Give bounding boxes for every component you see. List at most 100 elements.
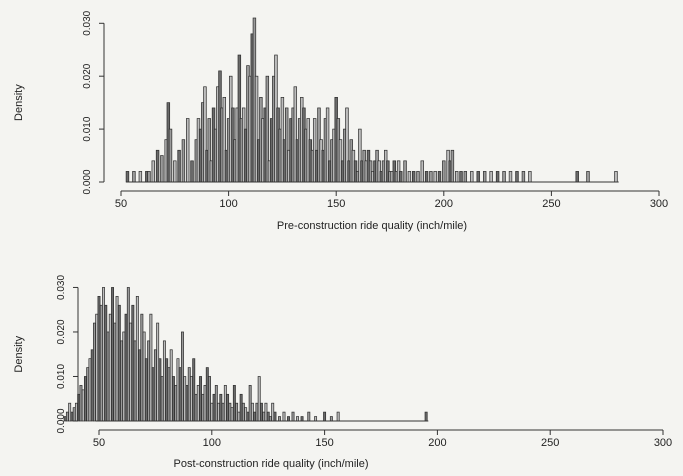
histogram-bar xyxy=(174,385,178,422)
histogram-bar xyxy=(97,296,101,422)
histogram-bar xyxy=(586,171,590,183)
histogram-bar xyxy=(221,402,225,422)
histogram-bar xyxy=(296,416,299,422)
histogram-bars xyxy=(63,287,428,422)
histogram-bar xyxy=(84,376,87,422)
histogram-bar xyxy=(106,331,110,422)
histogram-bar xyxy=(126,287,130,422)
y-tick-label: 0.020 xyxy=(56,319,67,344)
histogram-bar xyxy=(99,304,103,422)
histogram-bar xyxy=(239,393,243,422)
histogram-bar xyxy=(169,349,173,422)
histogram-bar xyxy=(131,304,135,422)
histogram-bar xyxy=(287,416,290,422)
histogram-bar xyxy=(228,402,232,422)
histogram-bar xyxy=(124,313,128,422)
histogram-bar xyxy=(336,411,340,422)
histogram-bar xyxy=(102,287,105,422)
histogram-bar xyxy=(291,411,295,422)
histogram-bar xyxy=(226,393,230,422)
histogram-bar xyxy=(201,393,205,422)
histogram-bar xyxy=(178,367,182,422)
histogram-bar xyxy=(162,340,166,422)
histogram-bar xyxy=(212,393,216,422)
histogram-bar xyxy=(86,367,90,422)
y-tick-label: 0.030 xyxy=(56,275,67,300)
histogram-bar xyxy=(433,171,437,183)
y-axis-title: Density xyxy=(13,335,25,372)
x-tick-label: 300 xyxy=(654,437,672,449)
histogram-bar xyxy=(528,171,532,183)
histogram-bar xyxy=(172,376,175,422)
histogram-bar xyxy=(187,367,191,422)
histogram-bar xyxy=(88,358,92,422)
histogram-bar xyxy=(300,416,304,422)
x-tick-label: 150 xyxy=(315,437,333,449)
histogram-bar xyxy=(244,407,248,422)
x-tick-label: 250 xyxy=(542,198,560,210)
histogram-bar xyxy=(208,376,211,422)
x-tick-label: 150 xyxy=(327,198,345,210)
histogram-bar xyxy=(151,160,155,183)
x-tick-label: 200 xyxy=(435,198,453,210)
histogram-bar xyxy=(214,385,218,422)
histogram-bar xyxy=(237,411,241,422)
histogram-bar xyxy=(168,128,173,183)
histogram-bar xyxy=(262,411,266,422)
histogram-bar xyxy=(160,155,164,183)
histogram-bar xyxy=(495,171,500,183)
histogram-bar xyxy=(314,416,318,422)
histogram-bar xyxy=(167,367,171,422)
histogram-bar xyxy=(323,411,327,422)
histogram-bar xyxy=(153,349,157,422)
histogram-bar xyxy=(125,171,130,183)
histogram-bar xyxy=(329,416,333,422)
histogram-bar xyxy=(230,407,234,422)
x-tick-label: 100 xyxy=(203,437,221,449)
y-tick-label: 0.000 xyxy=(56,408,67,433)
histogram-bar xyxy=(185,385,189,422)
histogram-bar xyxy=(463,171,468,183)
histogram-bar xyxy=(199,376,202,422)
histogram-bar xyxy=(68,402,72,422)
histogram-bar xyxy=(158,358,162,422)
histogram-bar xyxy=(95,313,99,422)
histogram-bar xyxy=(142,331,146,422)
histogram-bar xyxy=(70,411,74,422)
histogram-bar xyxy=(429,171,433,183)
histogram-bar xyxy=(132,171,136,183)
histogram-bar xyxy=(93,322,96,422)
histogram-bar xyxy=(264,402,268,422)
histogram-bar xyxy=(81,389,85,422)
histogram-bar xyxy=(155,149,160,183)
histogram-bar xyxy=(403,160,407,183)
histogram-bar xyxy=(407,171,412,183)
histogram-bar xyxy=(470,171,474,183)
x-tick-label: 300 xyxy=(650,198,668,210)
histogram-bar xyxy=(235,402,239,422)
histogram-bar xyxy=(210,402,214,422)
histogram-bar xyxy=(248,385,252,422)
histogram-bar xyxy=(269,416,272,422)
histogram-bar xyxy=(190,376,193,422)
histogram-bar xyxy=(455,171,459,183)
histogram-bar xyxy=(508,171,513,183)
histogram-bar xyxy=(459,171,463,183)
histogram-bar xyxy=(575,171,579,183)
histogram-bar xyxy=(149,313,153,422)
histogram-bar xyxy=(257,376,261,422)
histogram-bar xyxy=(278,416,281,422)
histogram-bar xyxy=(113,322,117,422)
y-tick-label: 0.010 xyxy=(56,364,67,389)
histogram-bar xyxy=(420,160,424,183)
histogram-bar xyxy=(614,171,618,183)
histogram-bar xyxy=(151,367,155,422)
histogram-bar xyxy=(135,296,139,422)
histogram-bar xyxy=(219,393,223,422)
x-tick-label: 200 xyxy=(428,437,446,449)
histogram-bar xyxy=(74,402,78,422)
x-axis-title: Pre-construction ride quality (inch/mile… xyxy=(277,220,467,232)
histogram-bar xyxy=(416,171,420,183)
histogram-bar xyxy=(115,296,119,422)
